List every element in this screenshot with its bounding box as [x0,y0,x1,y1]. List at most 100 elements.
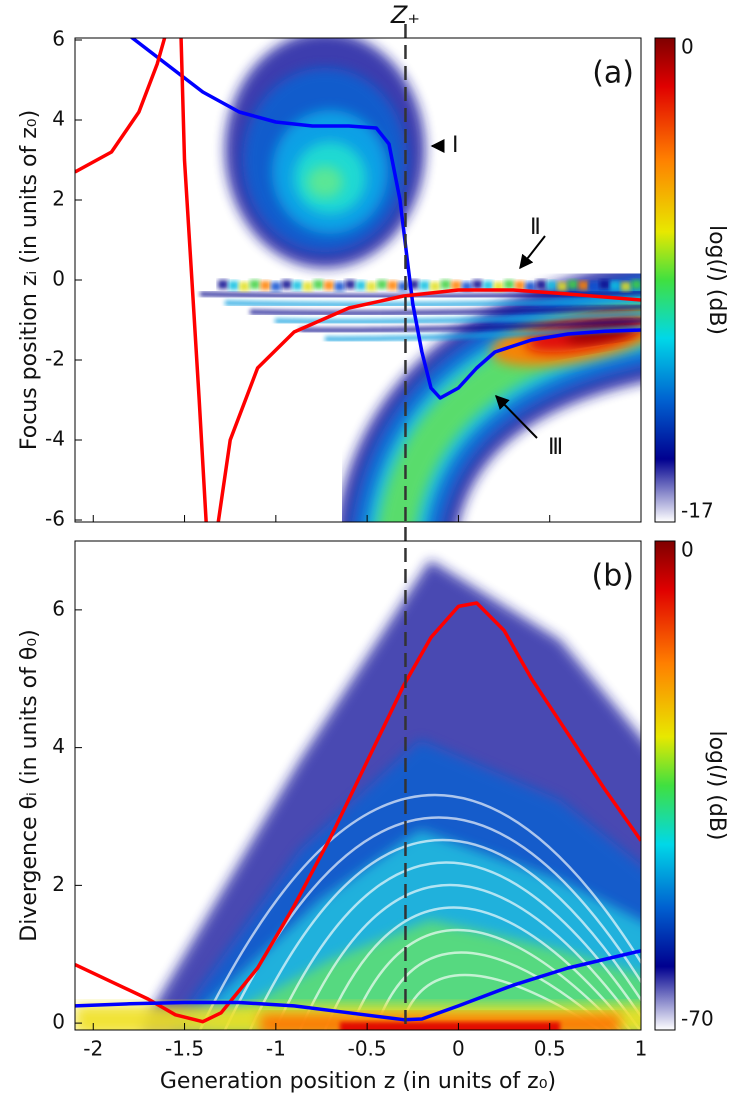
heatmap-region [200,920,641,1030]
heatmap-band [483,281,493,290]
heatmap-fringe [299,318,641,333]
y-tick-label: -2 [45,347,65,371]
heatmap-band [408,280,419,289]
y-tick-label: 2 [52,187,65,211]
heatmap-band [302,282,313,291]
heatmap-band [228,281,239,290]
heatmap-fringe [223,816,641,1030]
heatmap-band [271,282,281,291]
heatmap-fringe [273,861,641,1030]
heatmap-fringe [248,839,641,1030]
colorbar-tick-label: 0 [681,538,694,562]
heatmap-band [578,281,589,290]
y-axis-title: Divergence θᵢ (in units of θ₀) [17,629,42,942]
annotation: Ⅱ [530,215,541,240]
heatmap-band [430,282,440,291]
heatmap-band [546,281,557,290]
y-tick-label: 0 [52,267,65,291]
colorbar-tick-label: -70 [681,1007,714,1031]
heatmap-fringe [198,793,641,1030]
heatmap-fringe [224,297,641,308]
heatmap-band [536,280,546,289]
colorbar-title: log(𝐼) (dB) [704,225,729,335]
y-tick-label: -6 [45,507,65,531]
heatmap-band [610,281,621,290]
y-tick-label: 2 [52,872,65,896]
heatmap-fringe [249,304,641,316]
annotation-arrow [495,394,538,439]
curve [129,38,641,400]
y-tick-label: -4 [45,427,65,451]
heatmap-band [557,282,568,291]
y-tick-label: 4 [52,107,65,131]
heatmap-fringe [323,906,631,1030]
curve [75,949,641,1022]
marker-label: Z₊ [390,1,420,29]
x-tick-label: 1 [635,1037,648,1061]
heatmap-fringe [199,290,641,300]
y-tick-label: 6 [52,596,65,620]
curve [75,601,641,1024]
x-tick-label: 0.5 [534,1037,566,1061]
heatmap-band [260,281,271,290]
x-tick-label: -1 [266,1037,286,1061]
heatmap-band [239,282,250,291]
heatmap-band [440,280,451,289]
x-tick-label: 0 [452,1037,465,1061]
heatmap-fringe [298,883,641,1030]
colorbar-title: log(𝐼) (dB) [704,730,729,840]
x-tick-label: -1.5 [165,1037,204,1061]
y-tick-label: 4 [52,734,65,758]
heatmap-band [218,280,228,289]
heatmap-band [345,280,356,289]
heatmap-band [334,282,345,291]
heatmap-band [324,281,334,290]
annotation: Ⅰ [452,133,459,158]
heatmap-band [249,280,260,289]
heatmap-band [313,280,324,289]
heatmap-band [620,282,631,291]
x-axis-title: Generation position z (in units of z₀) [160,1069,556,1094]
heatmap-band [387,281,398,290]
curve [75,38,641,522]
heatmap-band [493,282,504,291]
heatmap-fringe [348,928,621,1030]
heatmap-band [631,280,641,289]
plot-area [75,560,641,1030]
heatmap-band [472,280,483,289]
annotation-arrow [519,235,546,270]
y-tick-label: 0 [52,1010,65,1034]
colorbar-tick-label: 0 [681,35,694,59]
y-tick-label: 6 [52,27,65,51]
heatmap-band [589,282,599,291]
heatmap-band [419,281,430,290]
plot-frame [74,540,642,1031]
heatmap-band [366,282,377,291]
colorbar [654,540,676,1031]
colorbar [654,37,676,523]
heatmap-band [525,282,536,291]
heatmap-band [514,281,525,290]
heatmap-band [281,280,292,289]
y-axis-title: Focus position zᵢ (in units of z₀) [17,110,42,450]
heatmap-band [377,280,387,289]
heatmap-region [307,166,343,198]
heatmap-band [292,281,303,290]
colorbar-tick-label: -17 [681,499,714,523]
x-tick-label: -2 [83,1037,103,1061]
heatmap-fringe [373,951,611,1030]
x-tick-label: -0.5 [348,1037,387,1061]
annotation: Ⅲ [548,435,563,460]
plot-area [75,38,641,522]
heatmap-band [340,1022,560,1030]
panel-label: (b) [592,559,634,594]
heatmap-band [398,282,409,291]
heatmap-band [599,280,610,289]
heatmap-band [504,280,515,289]
heatmap-band [461,282,472,291]
panel-label: (a) [592,56,634,91]
heatmap-band [451,281,462,290]
heatmap-band [567,280,578,289]
heatmap-band [355,281,366,290]
